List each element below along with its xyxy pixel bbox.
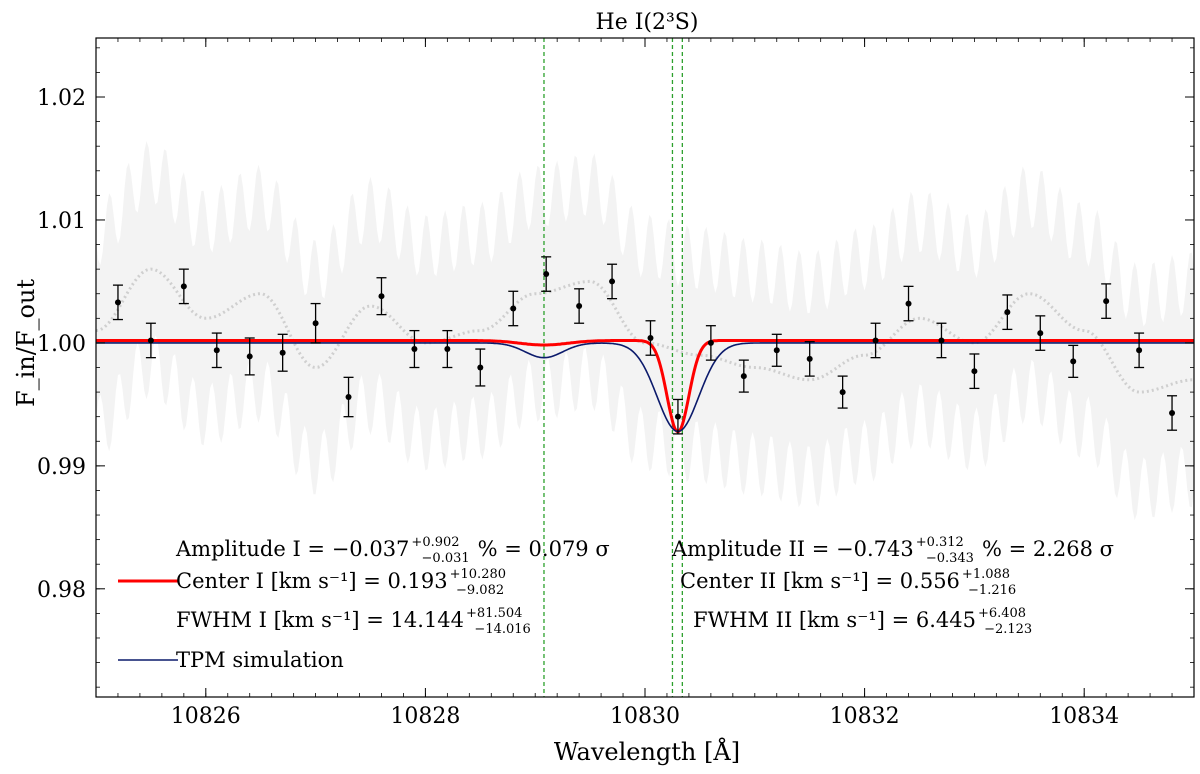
x-tick-label: 10834 [1049,704,1119,729]
data-marker [543,271,550,278]
data-marker [773,347,780,354]
data-point-29 [1068,344,1079,378]
data-marker [444,346,451,353]
annot-fwhm-1: FWHM I [km s⁻¹] = 14.144 +81.504 −14.016 [176,606,531,637]
data-marker [872,337,879,344]
data-marker [674,413,681,420]
data-marker [114,299,121,306]
chart-title: He I(2³S) [596,10,699,35]
y-tick-label: 0.98 [37,578,86,603]
data-marker [740,373,747,380]
data-marker [1037,330,1044,337]
data-marker [839,389,846,396]
data-point-26 [969,353,980,390]
data-point-8 [376,277,387,316]
data-point-27 [1002,294,1013,331]
x-axis-label: Wavelength [Å] [554,737,740,766]
data-marker [411,346,418,353]
data-marker [647,334,654,341]
data-point-21 [804,341,815,377]
data-point-7 [343,376,354,418]
data-marker [345,394,352,401]
data-marker [938,337,945,344]
data-point-12 [508,290,519,327]
data-point-22 [837,375,848,409]
data-point-23 [870,322,881,359]
data-point-10 [442,329,453,369]
annot-amplitude-2: Amplitude II = −0.743 +0.312 −0.343% = 2.2… [671,535,1114,566]
data-point-32 [1167,395,1178,431]
tpm-curve [96,342,1194,433]
data-marker [806,355,813,362]
annot-center-1: Center I [km s⁻¹] = 0.193 +10.280 −9.082 [176,567,506,598]
data-point-30 [1101,283,1112,319]
annot-fwhm-2: FWHM II [km s⁻¹] = 6.445 +6.408 −2.123 [693,606,1032,637]
data-marker [312,320,319,327]
axes: 10826 10828 10830 10832 10834 0.98 0.99 1.00 1.0… [37,37,1195,729]
annot-center-2: Center II [km s⁻¹] = 0.556 +1.088 −1.216 [680,567,1016,598]
data-point-14 [574,288,585,324]
data-point-13 [541,256,552,292]
legend-label-tpm: TPM simulation [176,648,344,672]
data-marker [1004,309,1011,316]
data-marker [576,303,583,310]
y-tick-label: 1.02 [37,86,86,111]
data-point-19 [738,359,749,393]
data-point-20 [771,333,782,367]
data-point-17 [672,398,683,435]
background-center-line [96,267,1194,394]
data-marker [147,337,154,344]
data-marker [1070,358,1077,365]
data-point-6 [310,302,321,344]
plot-area [96,38,1194,697]
data-marker [707,339,714,346]
data-point-15 [607,263,618,300]
data-point-3 [211,332,222,369]
x-tick-label: 10826 [171,704,241,729]
data-marker [180,283,187,290]
data-marker [477,364,484,371]
data-marker [1169,409,1176,416]
x-tick-label: 10830 [610,704,680,729]
annot-amplitude-1: Amplitude I = −0.037 +0.902 −0.031% = 0.07… [175,535,610,566]
fit-curve [96,339,1194,434]
data-point-25 [936,322,947,359]
data-point-28 [1035,315,1046,351]
data-point-24 [903,285,914,322]
data-point-4 [244,337,255,376]
data-marker [1136,347,1143,354]
x-tick-label: 10828 [390,704,460,729]
data-marker [246,353,253,360]
y-axis-label: F_in/F_out [12,279,40,407]
data-marker [279,349,286,356]
data-marker [378,293,385,300]
y-tick-label: 1.01 [37,209,86,234]
data-point-9 [409,329,420,369]
data-marker [213,347,220,354]
y-tick-label: 0.99 [37,455,86,480]
data-marker [510,305,517,312]
data-marker [609,278,616,285]
y-tick-label: 1.00 [37,332,86,357]
legend: TPM simulation [118,579,344,672]
data-point-16 [645,320,656,356]
data-point-11 [475,348,486,387]
data-point-5 [277,333,288,372]
data-point-1 [145,322,156,359]
data-marker [1103,298,1110,305]
data-point-18 [705,325,716,361]
data-point-2 [178,268,189,305]
data-point-0 [112,284,123,321]
fit-annotations: Amplitude I = −0.037 +0.902 −0.031% = 0.07… [175,535,1114,637]
background-band [96,141,1194,521]
data-marker [905,300,912,307]
data-point-31 [1134,332,1145,369]
plot-content [96,38,1194,697]
data-marker [971,368,978,375]
x-tick-label: 10832 [830,704,900,729]
